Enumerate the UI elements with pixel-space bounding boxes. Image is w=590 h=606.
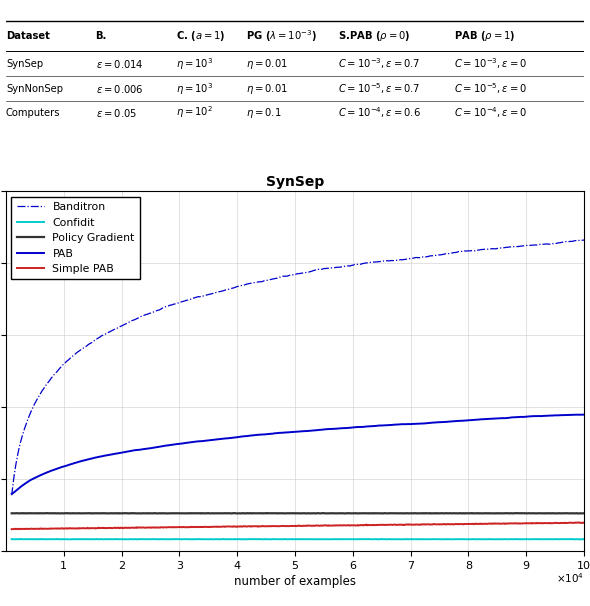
- PAB: [581, 411, 588, 418]
- Banditron: [373, 258, 380, 265]
- Text: $\eta=0.01$: $\eta=0.01$: [246, 57, 288, 71]
- Text: $C=10^{-3},\epsilon=0.7$: $C=10^{-3},\epsilon=0.7$: [338, 56, 420, 71]
- Simple PAB: [44, 525, 51, 533]
- Line: Simple PAB: Simple PAB: [12, 522, 584, 529]
- Text: $\eta=0.01$: $\eta=0.01$: [246, 82, 288, 96]
- PAB: [8, 490, 15, 498]
- Text: SynSep: SynSep: [6, 59, 43, 69]
- Text: $C=10^{-5},\epsilon=0.7$: $C=10^{-5},\epsilon=0.7$: [338, 81, 420, 96]
- Policy Gradient: [8, 510, 15, 517]
- Policy Gradient: [19, 510, 26, 517]
- Simple PAB: [581, 519, 588, 526]
- Simple PAB: [443, 521, 450, 528]
- Text: $\epsilon=0.014$: $\epsilon=0.014$: [96, 58, 143, 70]
- Simple PAB: [356, 522, 363, 529]
- Confidit: [503, 536, 510, 543]
- PAB: [340, 424, 348, 431]
- Banditron: [442, 250, 450, 258]
- Text: $\epsilon=0.006$: $\epsilon=0.006$: [96, 82, 143, 95]
- Policy Gradient: [581, 510, 588, 517]
- Line: PAB: PAB: [12, 415, 584, 494]
- Text: $\eta=0.1$: $\eta=0.1$: [246, 105, 281, 119]
- Text: S.PAB ($\rho=0$): S.PAB ($\rho=0$): [338, 29, 411, 43]
- Policy Gradient: [357, 510, 364, 517]
- Banditron: [8, 491, 15, 499]
- Policy Gradient: [312, 510, 319, 517]
- Confidit: [341, 536, 348, 543]
- PAB: [442, 418, 450, 425]
- PAB: [501, 415, 508, 422]
- Text: $C=10^{-4},\epsilon=0.6$: $C=10^{-4},\epsilon=0.6$: [338, 105, 421, 120]
- Text: C. ($a=1$): C. ($a=1$): [176, 29, 226, 43]
- Text: $\times10^4$: $\times10^4$: [556, 571, 584, 585]
- Simple PAB: [341, 522, 348, 529]
- Confidit: [444, 536, 451, 543]
- Text: $\epsilon=0.05$: $\epsilon=0.05$: [96, 107, 137, 119]
- Policy Gradient: [44, 510, 51, 517]
- Confidit: [581, 536, 588, 543]
- Banditron: [581, 236, 588, 244]
- Title: SynSep: SynSep: [266, 175, 324, 189]
- Legend: Banditron, Confidit, Policy Gradient, PAB, Simple PAB: Banditron, Confidit, Policy Gradient, PA…: [11, 197, 140, 279]
- Banditron: [501, 244, 508, 251]
- Confidit: [43, 536, 50, 543]
- Confidit: [356, 536, 363, 543]
- Simple PAB: [8, 525, 15, 533]
- Simple PAB: [373, 521, 381, 528]
- Confidit: [8, 536, 15, 543]
- Text: Computers: Computers: [6, 107, 60, 118]
- Banditron: [356, 261, 363, 268]
- Confidit: [378, 535, 385, 542]
- Line: Banditron: Banditron: [12, 240, 584, 495]
- X-axis label: number of examples: number of examples: [234, 575, 356, 588]
- Confidit: [373, 536, 381, 543]
- Text: $\eta=10^2$: $\eta=10^2$: [176, 105, 214, 121]
- Text: $\eta=10^3$: $\eta=10^3$: [176, 81, 214, 96]
- Confidit: [190, 536, 197, 543]
- Banditron: [43, 381, 50, 388]
- Simple PAB: [576, 519, 583, 526]
- Text: $\eta=10^3$: $\eta=10^3$: [176, 56, 214, 72]
- Policy Gradient: [342, 510, 349, 517]
- Policy Gradient: [374, 510, 381, 517]
- Text: $C=10^{-5},\epsilon=0$: $C=10^{-5},\epsilon=0$: [454, 81, 527, 96]
- Policy Gradient: [444, 510, 451, 517]
- Text: PAB ($\rho=1$): PAB ($\rho=1$): [454, 29, 515, 43]
- Banditron: [340, 263, 348, 270]
- Text: Dataset: Dataset: [6, 31, 50, 41]
- Text: B.: B.: [96, 31, 107, 41]
- Simple PAB: [12, 525, 19, 533]
- PAB: [573, 411, 581, 418]
- PAB: [43, 469, 50, 476]
- PAB: [373, 422, 380, 430]
- Simple PAB: [502, 520, 509, 527]
- Text: SynNonSep: SynNonSep: [6, 84, 63, 94]
- Policy Gradient: [503, 510, 510, 517]
- Text: PG ($\lambda=10^{-3}$): PG ($\lambda=10^{-3}$): [246, 28, 317, 44]
- PAB: [356, 424, 363, 431]
- Text: $C=10^{-4},\epsilon=0$: $C=10^{-4},\epsilon=0$: [454, 105, 527, 120]
- Text: $C=10^{-3},\epsilon=0$: $C=10^{-3},\epsilon=0$: [454, 56, 527, 71]
